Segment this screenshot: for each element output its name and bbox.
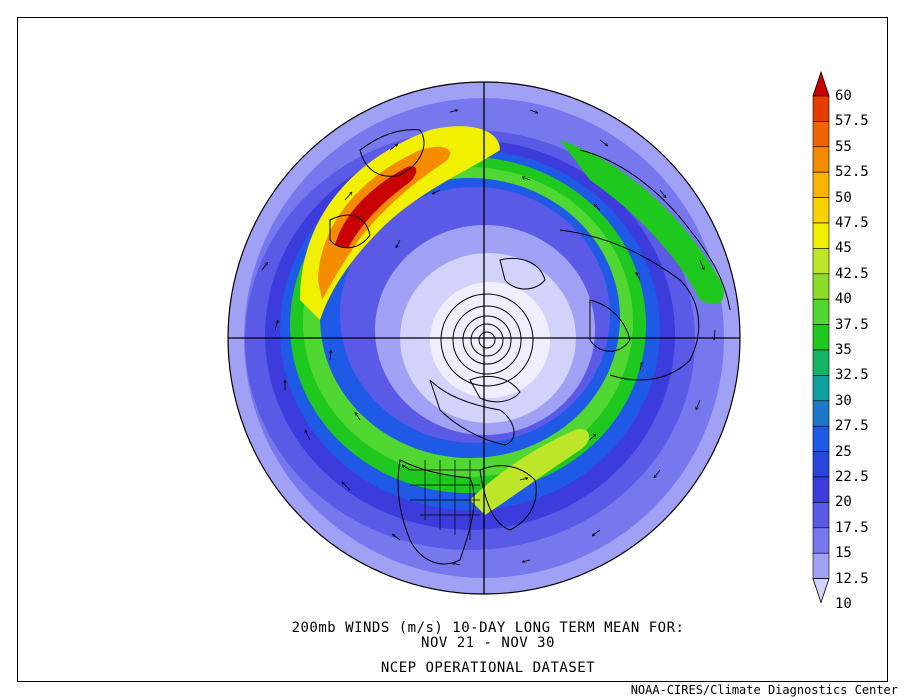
colorbar-tick-label: 25 xyxy=(835,443,852,460)
eurasia-jet-35 xyxy=(560,140,724,304)
colorbar-swatch xyxy=(812,476,830,503)
caption-line-2: NOV 21 - NOV 30 xyxy=(421,635,555,651)
colorbar-swatch xyxy=(812,451,830,478)
colorbar-tick-label: 22.5 xyxy=(835,469,869,485)
vortex-swirl xyxy=(440,293,534,387)
colorbar-tick-label: 57.5 xyxy=(835,113,869,130)
colorbar-swatch xyxy=(812,375,830,402)
colorbar-tick-label: 10 xyxy=(835,596,852,612)
colorbar-swatch xyxy=(812,248,830,275)
caption-line-3: NCEP OPERATIONAL DATASET xyxy=(380,660,596,676)
colorbar-swatch xyxy=(812,273,830,300)
colorbar-swatch xyxy=(812,197,830,224)
colorbar-tick-label: 20 xyxy=(835,494,852,511)
colorbar-tick-label: 30 xyxy=(835,392,852,409)
colorbar-swatch xyxy=(812,349,830,376)
colorbar-tick-label: 27.5 xyxy=(835,418,869,435)
colorbar-tick-label: 50 xyxy=(835,189,852,206)
colorbar-bottom-triangle xyxy=(812,578,830,604)
colorbar-tick-label: 37.5 xyxy=(835,316,869,333)
colorbar-swatch xyxy=(812,324,830,351)
wind-field xyxy=(228,82,740,594)
plot-frame xyxy=(17,17,888,682)
colorbar-swatch xyxy=(812,425,830,452)
colorbar-tick-label: 55 xyxy=(835,138,852,155)
colorbar-swatch xyxy=(812,222,830,249)
colorbar-tick-label: 32.5 xyxy=(835,367,869,384)
colorbar-swatch xyxy=(812,146,830,173)
caption-line-1: 200mb WINDS (m/s) 10-DAY LONG TERM MEAN … xyxy=(291,620,685,636)
coastlines xyxy=(329,129,731,565)
colorbar-tick-label: 52.5 xyxy=(835,164,869,181)
colorbar-swatch xyxy=(812,502,830,529)
jet-streak-45 xyxy=(300,126,500,320)
colorbar-tick-label: 17.5 xyxy=(835,519,869,536)
colorbar-swatch xyxy=(812,171,830,198)
colorbar-tick-label: 35 xyxy=(835,342,852,358)
colorbar-tick-label: 47.5 xyxy=(835,215,869,231)
colorbar xyxy=(812,70,830,604)
colorbar-tick-label: 45 xyxy=(835,240,852,257)
colorbar-swatch xyxy=(812,400,830,427)
colorbar-tick-label: 42.5 xyxy=(835,265,869,282)
colorbar-swatch xyxy=(812,95,830,122)
colorbar-swatch xyxy=(812,298,830,325)
colorbar-swatch xyxy=(812,552,830,579)
colorbar-swatch xyxy=(812,527,830,554)
colorbar-tick-label: 60 xyxy=(835,88,852,104)
colorbar-tick-label: 40 xyxy=(835,291,852,308)
state-borders xyxy=(410,460,480,540)
credit-text: NOAA-CIRES/Climate Diagnostics Center xyxy=(630,683,898,697)
colorbar-tick-label: 15 xyxy=(835,545,852,562)
colorbar-top-triangle xyxy=(812,70,830,97)
map-boundary xyxy=(227,81,741,595)
atlantic-jet-42 xyxy=(470,429,590,515)
colorbar-swatch xyxy=(812,121,830,148)
polar-center xyxy=(430,282,550,398)
jet-streak-60 xyxy=(335,166,417,248)
colorbar-tick-label: 12.5 xyxy=(835,570,869,587)
